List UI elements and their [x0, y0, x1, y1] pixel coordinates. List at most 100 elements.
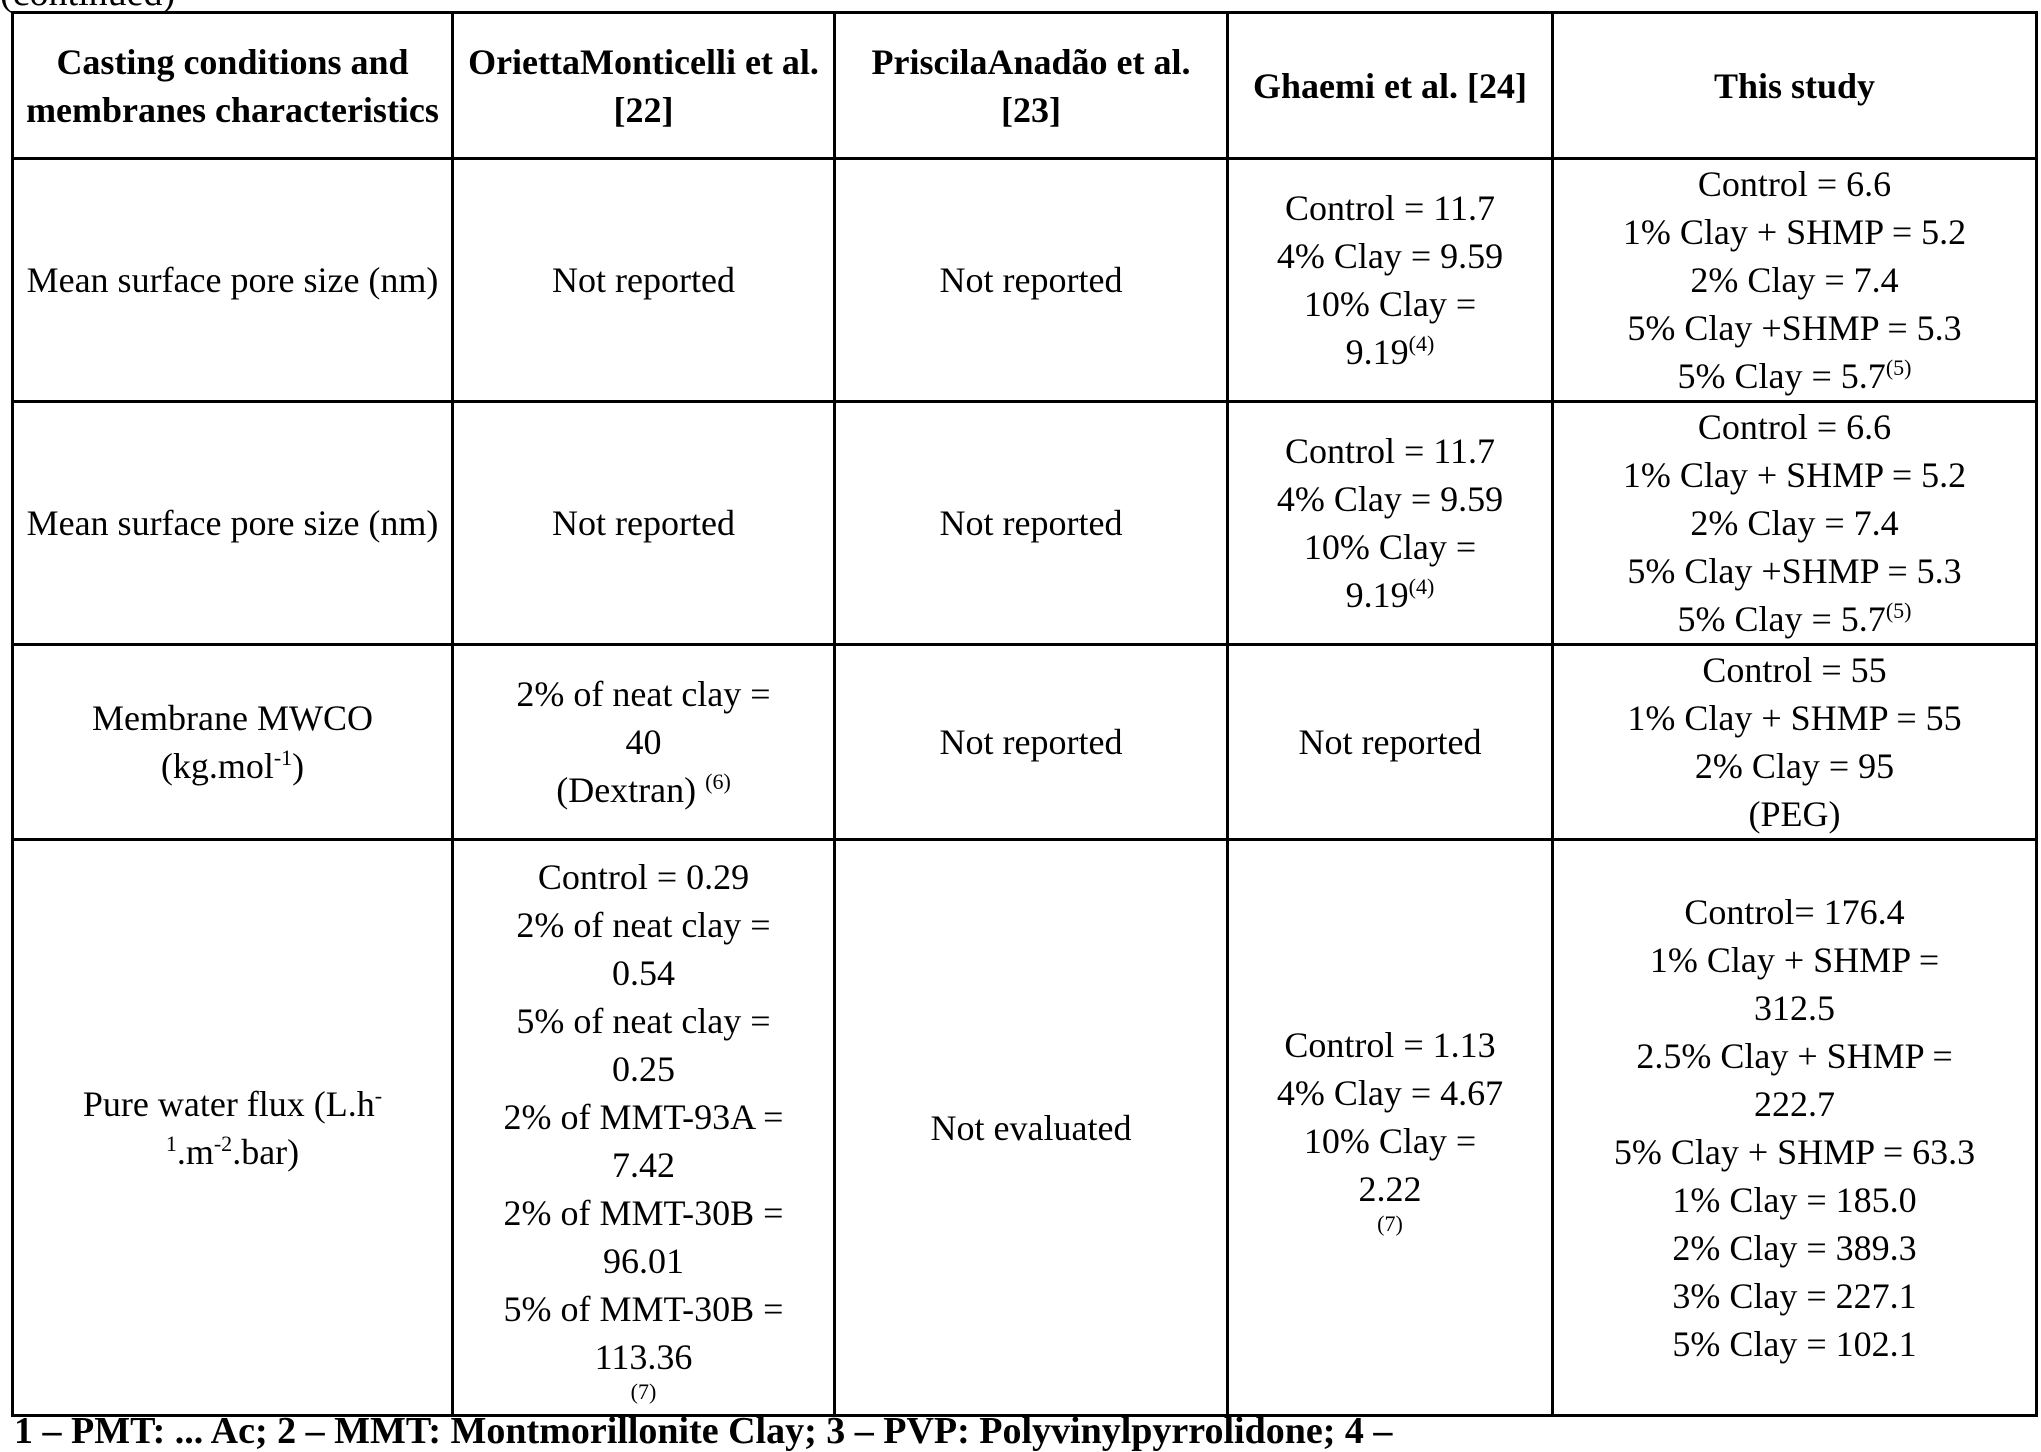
cell-line: Control = 0.29 [460, 853, 827, 901]
cell-line: 0.25 [460, 1045, 827, 1093]
cell-this-study: Control= 176.4 1% Clay + SHMP = 312.5 2.… [1553, 840, 2037, 1416]
cell-line: 2% of neat clay = [460, 901, 827, 949]
cell-line: 5% Clay +SHMP = 5.3 [1560, 304, 2029, 352]
header-this-study: This study [1553, 13, 2037, 159]
cell-line: 2% of MMT-93A = [460, 1093, 827, 1141]
cell-ghaemi: Not reported [1228, 645, 1553, 840]
table-row: Pure water flux (L.h- 1.m-2.bar) Control… [13, 840, 2037, 1416]
cell-line: 10% Clay = [1235, 1117, 1545, 1165]
cell-line: Control = 6.6 [1560, 160, 2029, 208]
cell-line: 5% of neat clay = [460, 997, 827, 1045]
cell-line: 3% Clay = 227.1 [1560, 1272, 2029, 1320]
cell-line: (Dextran) (6) [460, 766, 827, 814]
cell-line: 7.42 [460, 1141, 827, 1189]
comparison-table: Casting conditions and membranes charact… [11, 11, 2038, 1417]
cell-ghaemi: Control = 11.7 4% Clay = 9.59 10% Clay =… [1228, 402, 1553, 645]
cell-value: 9.19 [1346, 332, 1409, 372]
cell-line: 5% of MMT-30B = [460, 1285, 827, 1333]
cell-monticelli: 2% of neat clay = 40 (Dextran) (6) [453, 645, 835, 840]
cell-line: 4% Clay = 4.67 [1235, 1069, 1545, 1117]
cell-line: 1% Clay = 185.0 [1560, 1176, 2029, 1224]
cell-line: 2% of neat clay = [460, 670, 827, 718]
cell-monticelli: Not reported [453, 159, 835, 402]
table-header-row: Casting conditions and membranes charact… [13, 13, 2037, 159]
row-label-unit: (kg.mol-1) [20, 742, 445, 790]
cell-line: 10% Clay = [1235, 280, 1545, 328]
cell-line: 9.19(4) [1235, 571, 1545, 619]
cell-ghaemi: Control = 1.13 4% Clay = 4.67 10% Clay =… [1228, 840, 1553, 1416]
cell-line: 1% Clay + SHMP = 5.2 [1560, 451, 2029, 499]
footnote-marker: (4) [1409, 574, 1435, 599]
footnote-marker: (4) [1409, 331, 1435, 356]
cell-line: (PEG) [1560, 790, 2029, 838]
footnote-marker: (5) [1886, 598, 1912, 623]
cell-line: 5% Clay +SHMP = 5.3 [1560, 547, 2029, 595]
cell-line: 2% Clay = 389.3 [1560, 1224, 2029, 1272]
cell-line: 312.5 [1560, 984, 2029, 1032]
cell-line: Control = 11.7 [1235, 427, 1545, 475]
cell-line: 113.36 [460, 1333, 827, 1381]
cell-line: 96.01 [460, 1237, 827, 1285]
cell-line: 5% Clay = 5.7(5) [1560, 595, 2029, 643]
row-label: Mean surface pore size (nm) [13, 402, 453, 645]
cell-anadao: Not evaluated [835, 840, 1228, 1416]
cell-line: 2.5% Clay + SHMP = [1560, 1032, 2029, 1080]
cell-line: Control = 1.13 [1235, 1021, 1545, 1069]
row-label-text: Membrane MWCO [20, 694, 445, 742]
cell-line: 222.7 [1560, 1080, 2029, 1128]
cell-value: (Dextran) [556, 770, 705, 810]
cell-line: 2% of MMT-30B = [460, 1189, 827, 1237]
cell-line: 4% Clay = 9.59 [1235, 232, 1545, 280]
row-label: Mean surface pore size (nm) [13, 159, 453, 402]
table-row: Mean surface pore size (nm) Not reported… [13, 159, 2037, 402]
row-label-text: Pure water flux (L.h- [20, 1080, 445, 1128]
cell-line: 2% Clay = 95 [1560, 742, 2029, 790]
cell-anadao: Not reported [835, 645, 1228, 840]
row-label: Membrane MWCO (kg.mol-1) [13, 645, 453, 840]
cell-line: 5% Clay = 5.7(5) [1560, 352, 2029, 400]
footnote-marker: (7) [1235, 1213, 1545, 1235]
cell-value: 5% Clay = 5.7 [1678, 356, 1886, 396]
row-label: Pure water flux (L.h- 1.m-2.bar) [13, 840, 453, 1416]
cell-this-study: Control = 55 1% Clay + SHMP = 55 2% Clay… [1553, 645, 2037, 840]
cell-line: 4% Clay = 9.59 [1235, 475, 1545, 523]
cell-line: 2% Clay = 7.4 [1560, 499, 2029, 547]
cell-ghaemi: Control = 11.7 4% Clay = 9.59 10% Clay =… [1228, 159, 1553, 402]
row-label-unit: 1.m-2.bar) [20, 1128, 445, 1176]
cell-line: 0.54 [460, 949, 827, 997]
cell-anadao: Not reported [835, 402, 1228, 645]
cell-line: 9.19(4) [1235, 328, 1545, 376]
cell-value: 5% Clay = 5.7 [1678, 599, 1886, 639]
cell-this-study: Control = 6.6 1% Clay + SHMP = 5.2 2% Cl… [1553, 159, 2037, 402]
header-ghaemi: Ghaemi et al. [24] [1228, 13, 1553, 159]
table-row: Membrane MWCO (kg.mol-1) 2% of neat clay… [13, 645, 2037, 840]
cell-this-study: Control = 6.6 1% Clay + SHMP = 5.2 2% Cl… [1553, 402, 2037, 645]
cell-value: 9.19 [1346, 575, 1409, 615]
cell-line: 2% Clay = 7.4 [1560, 256, 2029, 304]
footnote-marker: (5) [1886, 355, 1912, 380]
cell-line: 10% Clay = [1235, 523, 1545, 571]
footnote-marker: (6) [705, 769, 731, 794]
footnote-fragment-bottom: 1 – PMT: ... Ac; 2 – MMT: Montmorillonit… [14, 1412, 1392, 1450]
cell-line: 1% Clay + SHMP = 5.2 [1560, 208, 2029, 256]
table-row: Mean surface pore size (nm) Not reported… [13, 402, 2037, 645]
cell-line: 2.22 [1235, 1165, 1545, 1213]
cell-line: 1% Clay + SHMP = 55 [1560, 694, 2029, 742]
header-casting-conditions: Casting conditions and membranes charact… [13, 13, 453, 159]
header-monticelli: OriettaMonticelli et al. [22] [453, 13, 835, 159]
header-anadao: PriscilaAnadão et al. [23] [835, 13, 1228, 159]
cell-anadao: Not reported [835, 159, 1228, 402]
cell-line: Control= 176.4 [1560, 888, 2029, 936]
cell-line: 1% Clay + SHMP = [1560, 936, 2029, 984]
cell-line: 5% Clay + SHMP = 63.3 [1560, 1128, 2029, 1176]
cell-line: Control = 11.7 [1235, 184, 1545, 232]
cell-monticelli: Control = 0.29 2% of neat clay = 0.54 5%… [453, 840, 835, 1416]
cell-line: 5% Clay = 102.1 [1560, 1320, 2029, 1368]
cell-monticelli: Not reported [453, 402, 835, 645]
row-label-text: Mean surface pore size (nm) [20, 256, 445, 304]
cell-line: 40 [460, 718, 827, 766]
row-label-text: Mean surface pore size (nm) [20, 499, 445, 547]
footnote-marker: (7) [460, 1381, 827, 1403]
cell-line: Control = 6.6 [1560, 403, 2029, 451]
cell-line: Control = 55 [1560, 646, 2029, 694]
